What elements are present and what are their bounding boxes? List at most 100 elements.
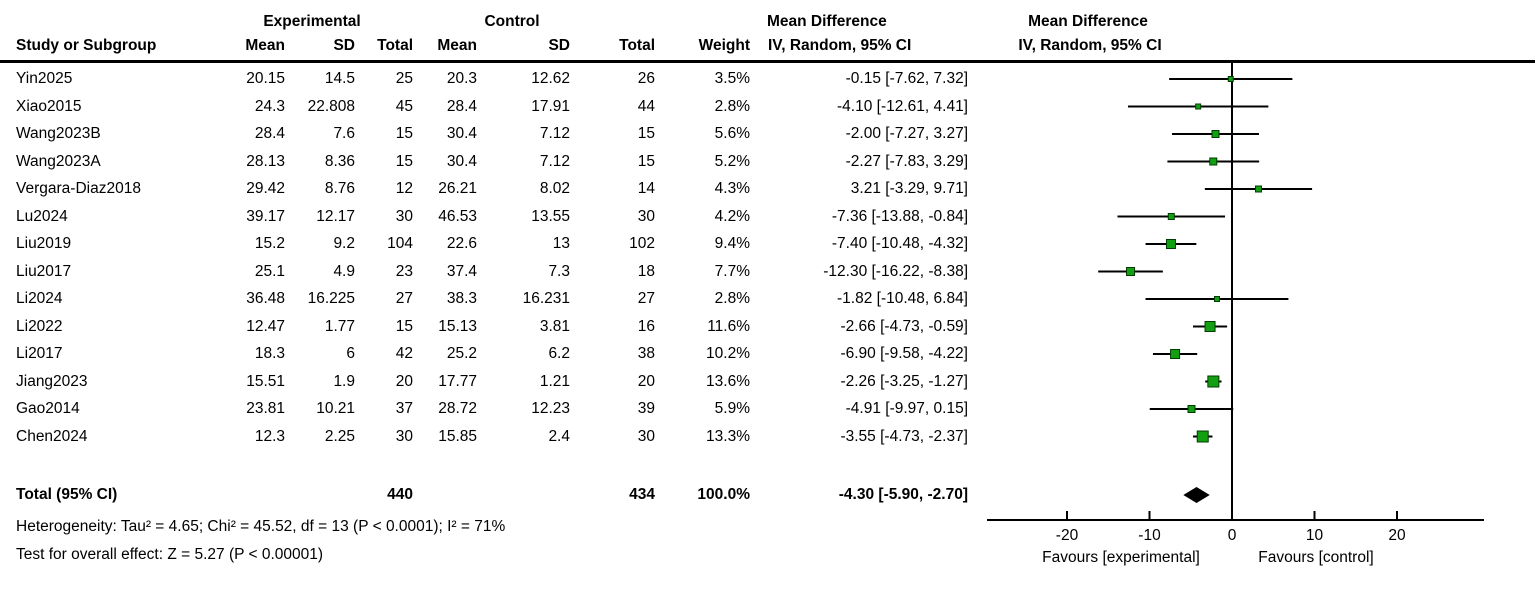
overall-effect-text: Test for overall effect: Z = 5.27 (P < 0… [16,546,324,563]
weight-value: 11.6% [707,317,750,335]
exp-sd-value: 2.25 [324,427,355,445]
effect-marker [1207,375,1220,388]
weight-value: 9.4% [714,235,750,252]
study-name: Wang2023A [16,152,101,170]
exp-total-value: 104 [387,235,413,252]
experimental-group-header: Experimental [263,13,361,30]
exp-total-value: 37 [395,400,413,417]
exp-mean-value: 29.42 [246,180,285,197]
exp-sd-value: 1.9 [333,372,355,390]
study-name: Lu2024 [16,207,68,225]
ci-text-value: -1.82 [-10.48, 6.84] [837,290,968,307]
study-row: Li2024 36.48 16.225 27 38.3 16.231 27 2.… [0,289,1000,309]
effect-marker [1187,405,1196,413]
effect-marker [1196,430,1209,443]
ctl-mean-value: 46.53 [438,207,477,225]
ctl-mean-value: 30.4 [446,125,477,142]
ci-text-value: -2.26 [-3.25, -1.27] [840,372,968,390]
ctl-total-value: 102 [629,235,655,252]
study-row: Yin2025 20.15 14.5 25 20.3 12.62 26 3.5%… [0,69,1000,89]
favours-experimental-label: Favours [experimental] [1042,549,1200,566]
total-diamond [1183,487,1210,503]
study-row: Jiang2023 15.51 1.9 20 17.77 1.21 20 13.… [0,372,1000,392]
ctl-sd-value: 13 [552,235,570,252]
study-row: Lu2024 39.17 12.17 30 46.53 13.55 30 4.2… [0,207,1000,227]
exp-mean-value: 28.13 [246,152,285,170]
study-name: Jiang2023 [16,372,88,390]
weight-value: 5.2% [714,152,750,170]
exp-mean-value: 15.2 [254,235,285,252]
exp-total-value: 45 [395,97,413,115]
exp-total-value: 25 [395,70,413,87]
effect-marker [1227,76,1234,82]
exp-mean-value: 25.1 [254,262,285,280]
ctl-total-value: 39 [637,400,655,417]
exp-total-value: 23 [395,262,413,280]
total-ctl-n: 434 [629,486,655,503]
ctl-total-value: 30 [637,427,655,445]
ci-text-value: -3.55 [-4.73, -2.37] [840,427,968,445]
ctl-sd-value: 3.81 [539,317,570,335]
weight-value: 13.3% [706,427,750,445]
ctl-sd-value: 7.3 [548,262,570,280]
weight-value: 13.6% [706,372,750,390]
effect-marker [1254,185,1262,193]
ctl-sd-value: 2.4 [548,427,570,445]
ci-text-value: -0.15 [-7.62, 7.32] [845,70,968,87]
study-row: Wang2023A 28.13 8.36 15 30.4 7.12 15 5.2… [0,152,1000,172]
ctl-total-value: 16 [637,317,655,335]
col-exp-sd: SD [333,37,355,54]
col-weight: Weight [698,37,750,54]
exp-mean-value: 12.47 [246,317,285,335]
axis-tick-label: -20 [1056,527,1079,544]
ctl-mean-value: 37.4 [446,262,477,280]
exp-mean-value: 12.3 [254,427,285,445]
exp-mean-value: 39.17 [246,207,285,225]
effect-marker [1209,157,1218,166]
column-header-row: Study or Subgroup Mean SD Total Mean SD … [0,36,1000,56]
ctl-sd-value: 1.21 [539,372,570,390]
study-row: Gao2014 23.81 10.21 37 28.72 12.23 39 5.… [0,399,1000,419]
ctl-total-value: 15 [637,152,655,170]
ctl-mean-value: 30.4 [446,152,477,170]
axis-tick-label: 10 [1306,527,1324,544]
exp-sd-value: 8.36 [324,152,355,170]
effect-marker [1167,213,1175,220]
study-name: Vergara-Diaz2018 [16,180,141,197]
exp-sd-value: 8.76 [324,180,355,197]
ctl-sd-value: 8.02 [539,180,570,197]
favours-control-label: Favours [control] [1258,549,1374,566]
ctl-total-value: 26 [637,70,655,87]
ci-text-value: -7.36 [-13.88, -0.84] [831,207,968,225]
study-name: Gao2014 [16,400,80,417]
ctl-total-value: 20 [637,372,655,390]
study-row: Xiao2015 24.3 22.808 45 28.4 17.91 44 2.… [0,97,1000,117]
col-ctl-mean: Mean [437,37,477,54]
ctl-mean-value: 17.77 [438,372,477,390]
total-weight: 100.0% [697,486,750,503]
ctl-sd-value: 7.12 [539,125,570,142]
exp-sd-value: 6 [346,345,355,362]
exp-mean-value: 36.48 [246,290,285,307]
exp-total-value: 30 [395,207,413,225]
ci-text-value: -2.66 [-4.73, -0.59] [840,317,968,335]
study-name: Liu2019 [16,235,72,252]
total-row: Total (95% CI) 440 434 100.0% -4.30 [-5.… [0,485,1000,505]
effect-marker [1204,321,1216,332]
exp-mean-value: 15.51 [246,372,285,390]
exp-total-value: 12 [395,180,413,197]
ci-text-value: -4.91 [-9.97, 0.15] [845,400,968,417]
total-label: Total (95% CI) [16,486,118,503]
exp-sd-value: 7.6 [333,125,355,142]
study-name: Li2017 [16,345,63,362]
study-row: Liu2019 15.2 9.2 104 22.6 13 102 9.4% -7… [0,234,1000,254]
exp-total-value: 15 [395,152,413,170]
study-name: Liu2017 [16,262,72,280]
col-exp-total: Total [377,37,413,54]
weight-value: 5.6% [714,125,750,142]
axis-tick-label: 20 [1388,527,1406,544]
exp-total-value: 42 [395,345,413,362]
col-study: Study or Subgroup [16,37,157,54]
